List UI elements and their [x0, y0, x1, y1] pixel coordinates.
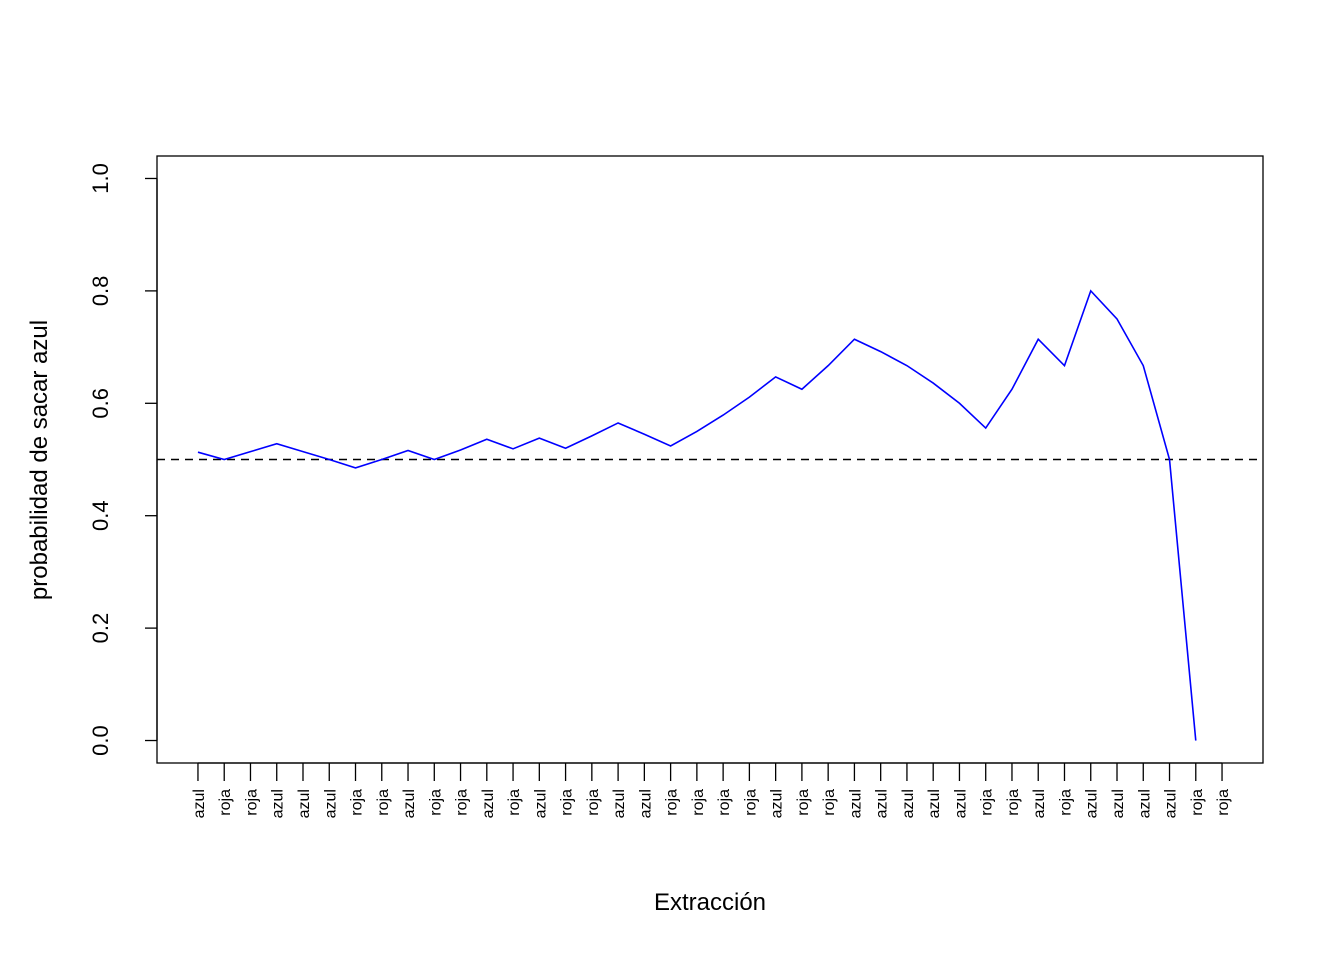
x-tick-label: roja: [585, 789, 602, 816]
x-tick-label: roja: [979, 789, 996, 816]
x-tick-label: roja: [742, 789, 759, 816]
x-tick-label: azul: [847, 789, 864, 818]
x-tick-label: azul: [1136, 789, 1153, 818]
x-tick-label: roja: [559, 789, 576, 816]
x-tick-label: azul: [769, 789, 786, 818]
x-tick-label: azul: [900, 789, 917, 818]
y-tick-label: 1.0: [88, 163, 113, 194]
y-axis-label: probabilidad de sacar azul: [26, 320, 53, 600]
x-tick-label: azul: [1163, 789, 1180, 818]
x-tick-label: roja: [1189, 789, 1206, 816]
y-tick-label: 0.4: [88, 500, 113, 531]
x-tick-label: azul: [637, 789, 654, 818]
x-tick-label: roja: [1005, 789, 1022, 816]
x-tick-label: azul: [611, 789, 628, 818]
x-tick-label: roja: [1057, 789, 1074, 816]
y-tick-label: 0.2: [88, 613, 113, 644]
x-tick-label: roja: [375, 789, 392, 816]
x-tick-label: azul: [1110, 789, 1127, 818]
x-tick-label: roja: [716, 789, 733, 816]
y-tick-label: 0.0: [88, 725, 113, 756]
x-tick-label: azul: [926, 789, 943, 818]
x-tick-label: azul: [480, 789, 497, 818]
x-tick-label: azul: [322, 789, 339, 818]
x-tick-label: roja: [243, 789, 260, 816]
x-tick-label: roja: [795, 789, 812, 816]
x-tick-label: azul: [1084, 789, 1101, 818]
x-tick-label: azul: [296, 789, 313, 818]
x-tick-label: azul: [191, 789, 208, 818]
x-tick-label: roja: [821, 789, 838, 816]
y-tick-label: 0.8: [88, 276, 113, 307]
x-tick-label: roja: [664, 789, 681, 816]
x-tick-label: azul: [532, 789, 549, 818]
x-axis-label: Extracción: [654, 889, 766, 916]
x-tick-label: azul: [270, 789, 287, 818]
x-tick-label: roja: [690, 789, 707, 816]
x-tick-label: roja: [217, 789, 234, 816]
x-tick-label: roja: [454, 789, 471, 816]
x-tick-label: azul: [952, 789, 969, 818]
x-tick-label: roja: [349, 789, 366, 816]
y-tick-label: 0.6: [88, 388, 113, 419]
x-tick-label: azul: [1031, 789, 1048, 818]
data-line: [197, 289, 1197, 741]
x-tick-label: roja: [506, 789, 523, 816]
x-tick-label: azul: [874, 789, 891, 818]
x-tick-label: roja: [427, 789, 444, 816]
x-tick-label: azul: [401, 789, 418, 818]
x-tick-label: roja: [1215, 789, 1232, 816]
